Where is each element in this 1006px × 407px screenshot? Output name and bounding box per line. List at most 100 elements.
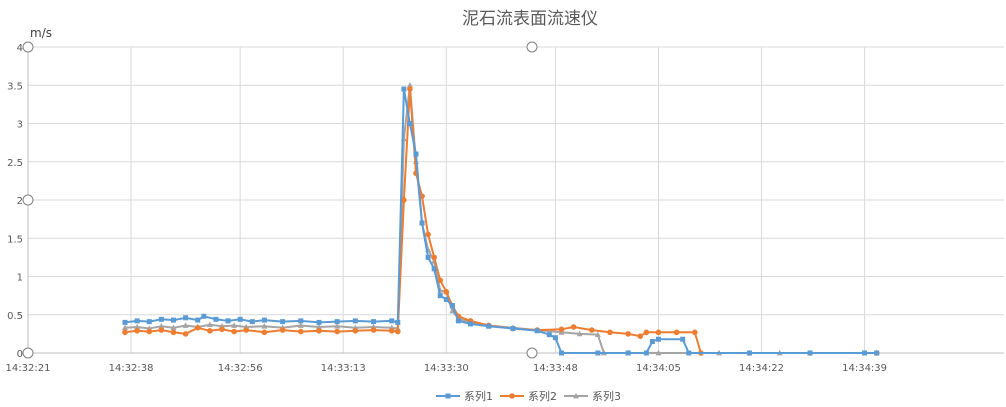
data-point xyxy=(206,321,213,328)
y-axis-unit: m/s xyxy=(30,26,52,40)
data-point xyxy=(425,231,431,238)
series-group xyxy=(121,82,880,356)
data-point xyxy=(183,315,189,321)
data-point xyxy=(315,323,322,330)
data-point xyxy=(170,324,177,331)
data-point xyxy=(334,319,340,325)
data-point xyxy=(352,318,358,324)
data-point xyxy=(406,82,413,88)
data-point xyxy=(437,277,444,284)
data-point xyxy=(443,296,449,302)
data-point xyxy=(194,324,201,331)
data-point xyxy=(231,322,238,328)
data-point xyxy=(395,319,401,325)
data-point xyxy=(334,323,341,329)
data-point xyxy=(122,329,128,336)
y-tick-label: 0 xyxy=(17,349,23,360)
legend-label: 系列2 xyxy=(528,389,557,403)
y-tick-label: 1 xyxy=(17,273,23,284)
data-point xyxy=(874,350,880,356)
data-point xyxy=(643,329,650,336)
data-point xyxy=(746,350,752,356)
data-point xyxy=(134,318,140,324)
data-point xyxy=(673,329,680,336)
series-1 xyxy=(122,86,880,356)
data-point xyxy=(862,350,868,356)
data-point xyxy=(431,266,437,272)
resize-handle[interactable] xyxy=(526,347,538,359)
data-point xyxy=(449,303,455,309)
y-tick-label: 4 xyxy=(17,43,23,54)
data-point xyxy=(534,328,540,334)
selection-handles[interactable] xyxy=(22,41,538,359)
data-point xyxy=(655,336,661,342)
data-point xyxy=(637,333,644,339)
x-tick-label: 14:33:30 xyxy=(424,363,469,374)
data-point xyxy=(225,318,231,324)
y-tick-label: 3.5 xyxy=(7,81,23,92)
resize-handle[interactable] xyxy=(22,194,34,206)
legend-label: 系列1 xyxy=(464,389,493,403)
data-point xyxy=(607,329,613,336)
data-point xyxy=(692,329,698,336)
resize-handle[interactable] xyxy=(22,347,34,359)
data-point xyxy=(146,319,152,325)
data-point xyxy=(437,293,443,299)
resize-handle[interactable] xyxy=(526,41,538,53)
chart-title: 泥石流表面流速仪 xyxy=(462,9,598,29)
x-tick-label: 14:33:48 xyxy=(533,363,578,374)
data-point xyxy=(680,336,686,342)
data-point xyxy=(558,326,565,333)
y-tick-label: 2 xyxy=(17,196,23,207)
data-point xyxy=(468,321,474,327)
series-line xyxy=(124,88,877,354)
data-point xyxy=(655,349,662,356)
data-point xyxy=(558,350,564,356)
data-point xyxy=(121,324,128,331)
data-point xyxy=(243,327,250,333)
data-point xyxy=(371,319,377,325)
series-line xyxy=(124,84,877,354)
data-point xyxy=(170,317,176,323)
legend-entry-3: 系列3 xyxy=(564,389,621,403)
data-point xyxy=(625,350,631,356)
data-point xyxy=(510,326,516,332)
data-point xyxy=(643,350,649,356)
data-point xyxy=(213,316,219,322)
data-point xyxy=(388,328,395,334)
data-point xyxy=(237,316,243,322)
x-tick-labels: 14:32:21 14:32:38 14:32:56 14:33:13 14:33:30… xyxy=(6,363,887,374)
data-point xyxy=(249,319,255,325)
x-tick-label: 14:33:13 xyxy=(321,363,366,374)
legend-label: 系列3 xyxy=(592,389,621,403)
data-point xyxy=(231,328,237,335)
data-point xyxy=(280,319,286,325)
data-point xyxy=(594,331,601,338)
legend-entry-2: 系列2 xyxy=(500,389,557,403)
data-point xyxy=(443,289,450,295)
data-point xyxy=(445,393,451,399)
data-point xyxy=(425,254,431,260)
data-point xyxy=(334,328,340,335)
y-tick-label: 1.5 xyxy=(7,234,23,245)
y-tick-label: 3 xyxy=(17,120,23,131)
data-point xyxy=(401,86,407,92)
data-point xyxy=(182,322,189,328)
data-point xyxy=(573,392,579,399)
data-point xyxy=(576,330,583,337)
data-point xyxy=(570,324,577,330)
data-point xyxy=(595,350,601,356)
x-tick-label: 14:32:38 xyxy=(109,363,154,374)
data-point xyxy=(431,254,437,261)
data-point xyxy=(195,317,201,323)
data-point xyxy=(546,332,552,338)
resize-handle[interactable] xyxy=(22,41,34,53)
data-point xyxy=(509,393,515,399)
data-point xyxy=(170,329,177,336)
series-2 xyxy=(122,86,880,356)
x-tick-label: 14:34:22 xyxy=(739,363,784,374)
data-point xyxy=(655,329,662,336)
data-point xyxy=(134,323,141,330)
legend: 系列1 系列2 系列3 xyxy=(436,389,621,403)
